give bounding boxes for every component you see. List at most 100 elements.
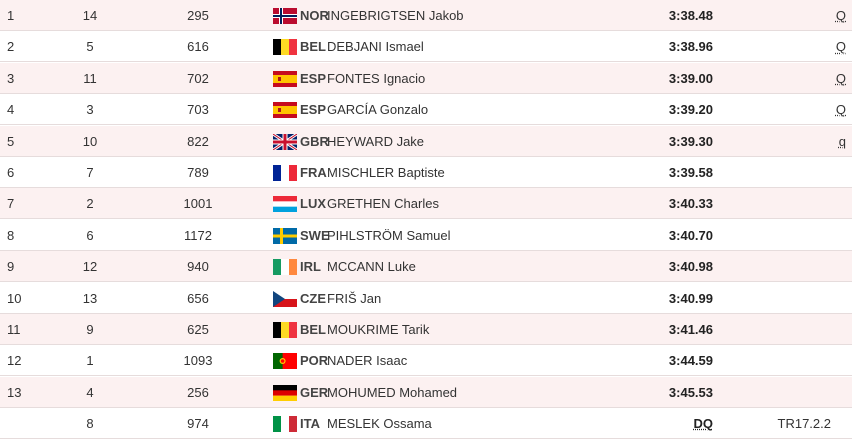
flag [273,39,297,56]
time-cell: 3:45.53 [668,384,713,400]
order-cell: 5 [86,39,94,55]
name-cell: FRIŠ Jan [327,290,382,306]
rank-cell: 3 [7,70,15,86]
q-cell: Q [835,102,846,118]
bib-cell: 656 [187,290,209,306]
time-cell: 3:44.59 [668,353,713,369]
name-cell: PIHLSTRÖM Samuel [327,227,451,243]
result-row: 5 10 822 GBR HEYWARD Jake 3:39.30 q [0,125,852,157]
time-cell: 3:40.99 [668,290,713,306]
bib-cell: 940 [187,259,209,275]
name-cell: HEYWARD Jake [327,133,425,149]
time-cell: 3:41.46 [668,322,713,337]
time-cell: 3:38.96 [668,39,713,55]
rank-cell: 13 [7,384,22,400]
rank-cell: 11 [7,322,21,337]
flag [273,290,297,307]
result-row: 10 13 656 CZE FRIŠ Jan 3:40.99 [0,283,852,314]
nat-cell: ESP [300,102,327,118]
bib-cell: 1001 [183,196,213,212]
rank-cell: 9 [7,259,15,275]
flag [273,133,297,150]
time-cell: DQ [693,416,714,432]
name-cell: INGEBRIGTSEN Jakob [327,8,464,23]
bib-cell: 703 [187,102,209,118]
name-cell: MOHUMED Mohamed [327,384,458,400]
rank-cell: 12 [7,353,22,369]
name-cell: GRETHEN Charles [327,196,439,212]
result-row: 8 6 1172 SWE PIHLSTRÖM Samuel 3:40.70 [0,220,852,251]
order-cell: 4 [86,384,94,400]
nat-cell: POR [300,353,329,369]
result-row: 8 974 ITA MESLEK Ossama DQ TR17.2.2 [0,408,852,440]
result-row: 2 5 616 BEL DEBJANI Ismael 3:38.96 Q [0,31,852,63]
flag [273,322,297,338]
bib-cell: 822 [187,133,209,149]
result-row: 1 14 295 NOR INGEBRIGTSEN Jakob 3:38.48 Q [0,0,852,31]
time-cell: 3:40.33 [668,196,713,212]
time-cell: 3:39.58 [668,165,713,180]
nat-cell: GBR [300,133,329,149]
time-cell: 3:39.30 [668,133,713,149]
result-row: 7 2 1001 LUX GRETHEN Charles 3:40.33 [0,188,852,220]
nat-cell: LUX [300,196,326,212]
bib-cell: 625 [187,322,209,337]
order-cell: 9 [86,322,94,337]
nat-cell: ESP [300,70,327,86]
time-cell: 3:40.98 [668,259,713,275]
name-cell: FONTES Ignacio [327,70,426,86]
flag [273,259,297,276]
flag [273,227,297,244]
bib-cell: 256 [187,384,209,400]
name-cell: NADER Isaac [327,353,408,369]
name-cell: MESLEK Ossama [327,416,432,432]
rank-cell: 5 [7,133,15,149]
q-cell: Q [835,70,846,86]
flag [273,102,297,119]
nat-cell: NOR [300,8,329,23]
flag [273,165,297,181]
rank-cell: 2 [7,39,15,55]
order-cell: 10 [82,133,98,149]
nat-cell: IRL [300,259,321,275]
rank-cell: 10 [7,290,22,306]
rank-cell: 8 [7,227,15,243]
bib-cell: 702 [187,70,209,86]
order-cell: 2 [86,196,94,212]
name-cell: MOUKRIME Tarik [327,322,430,337]
name-cell: MCCANN Luke [327,259,416,275]
result-row: 4 3 703 ESP GARCÍA Gonzalo 3:39.20 Q [0,94,852,126]
name-cell: GARCÍA Gonzalo [327,102,429,118]
nat-cell: FRA [300,165,327,180]
bib-cell: 616 [187,39,209,55]
bib-cell: 974 [187,416,209,432]
flag [273,70,297,87]
rank-cell: 1 [7,8,15,23]
time-cell: 3:38.48 [668,8,713,23]
time-cell: 3:39.20 [668,102,713,118]
flag [273,196,297,213]
result-row: 6 7 789 FRA MISCHLER Baptiste 3:39.58 [0,157,852,188]
q-cell: Q [835,39,846,55]
order-cell: 1 [86,353,94,369]
bib-cell: 1093 [183,353,213,369]
result-row: 9 12 940 IRL MCCANN Luke 3:40.98 [0,251,852,283]
name-cell: DEBJANI Ismael [327,39,424,55]
flag [273,384,297,401]
order-cell: 13 [82,290,98,306]
bib-cell: 295 [187,8,209,23]
nat-cell: BEL [300,322,326,337]
time-cell: 3:40.70 [668,227,713,243]
rank-cell: 4 [7,102,15,118]
order-cell: 11 [83,70,97,86]
time-cell: 3:39.00 [668,70,713,86]
note-cell: TR17.2.2 [777,416,831,432]
nat-cell: SWE [300,227,330,243]
order-cell: 3 [86,102,94,118]
flag [273,8,297,24]
result-row: 13 4 256 GER MOHUMED Mohamed 3:45.53 [0,376,852,408]
nat-cell: GER [300,384,329,400]
result-row: 3 11 702 ESP FONTES Ignacio 3:39.00 Q [0,62,852,94]
rank-cell: 6 [7,165,15,180]
